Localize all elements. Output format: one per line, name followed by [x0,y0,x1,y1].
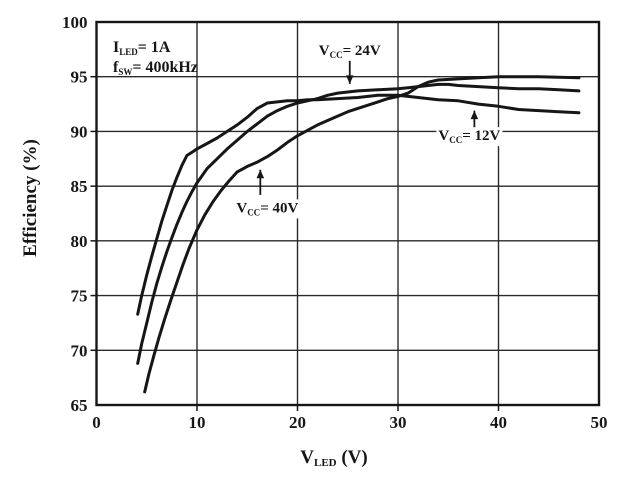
curve-vcc-24v [136,82,581,365]
annotation-vcc-24v: VCC= 24V [319,43,381,60]
y-tick-label: 95 [71,68,88,87]
test-conditions-line: fSW= 400kHz [113,59,198,77]
y-axis-title: Efficiency (%) [20,139,41,257]
arrowhead-vcc-40v [256,169,265,179]
y-tick-label: 80 [71,232,88,251]
plot-border [95,20,601,407]
x-tick-label: 40 [490,413,507,432]
annotation-vcc-12v: VCC= 12V [438,128,500,145]
x-tick-label: 30 [390,413,407,432]
y-tick-label: 100 [62,13,88,32]
y-tick-label: 65 [71,396,88,415]
curve-vcc-12v [136,93,581,316]
test-conditions-line: ILED= 1A [113,39,171,57]
y-tick-label: 90 [71,122,88,141]
x-tick-label: 10 [189,413,206,432]
arrowhead-vcc-12v [470,110,479,120]
annotation-bg [234,199,301,219]
annotation-bg [316,41,383,61]
arrowhead-vcc-24v [345,75,354,84]
y-tick-label: 75 [71,287,88,306]
y-tick-label: 85 [71,177,88,196]
x-tick-label: 0 [92,413,101,432]
curve-vcc-40v [143,75,581,394]
x-tick-label: 20 [289,413,306,432]
y-tick-label: 70 [71,341,88,360]
x-axis-title: VLED (V) [300,447,368,469]
x-tick-label: 50 [591,413,608,432]
annotation-bg [436,127,503,147]
annotation-vcc-40v: VCC= 40V [236,200,298,217]
